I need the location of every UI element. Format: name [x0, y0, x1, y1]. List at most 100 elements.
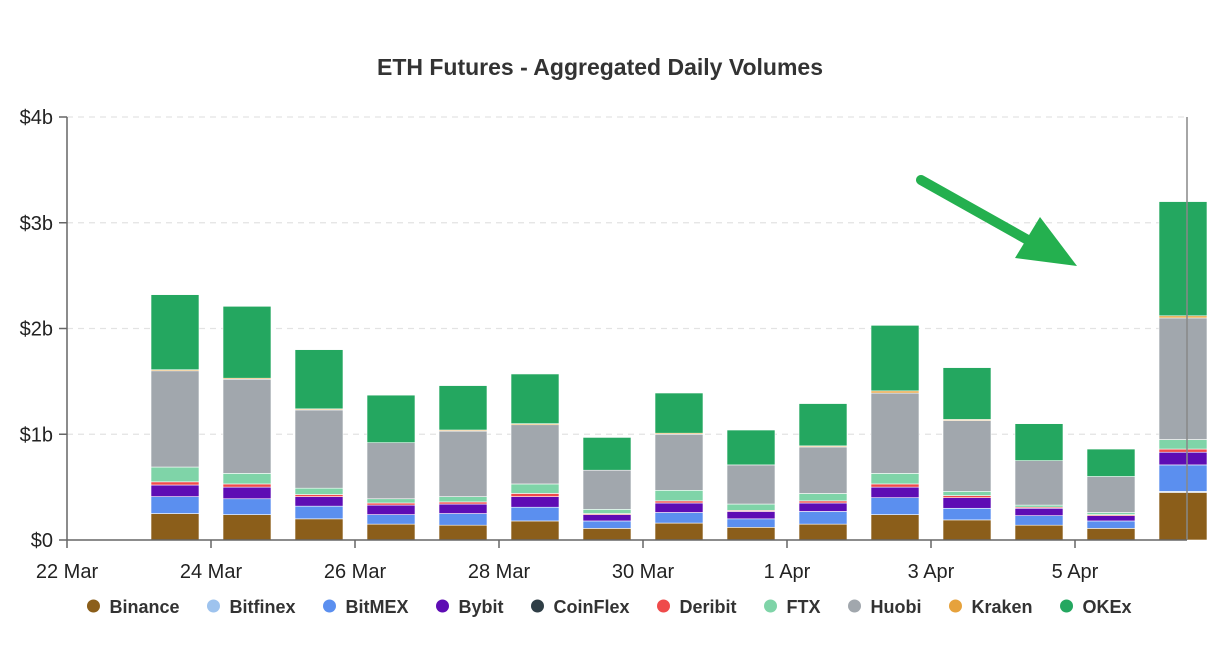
- bar-segment-bybit[interactable]: [222, 486, 272, 500]
- bar-segment-bybit[interactable]: [654, 502, 704, 513]
- bar-segment-ftx[interactable]: [438, 496, 488, 503]
- legend-item-coinflex[interactable]: CoinFlex: [530, 597, 630, 617]
- legend-item-okex[interactable]: OKEx: [1060, 597, 1132, 617]
- bar-segment-bitmex[interactable]: [582, 520, 632, 529]
- bar-segment-bybit[interactable]: [150, 484, 200, 497]
- bar-segment-huobi[interactable]: [582, 469, 632, 510]
- bar-segment-binance[interactable]: [798, 523, 848, 541]
- bar-segment-deribit[interactable]: [798, 500, 848, 504]
- bar-segment-huobi[interactable]: [222, 378, 272, 474]
- bar-segment-bybit[interactable]: [582, 514, 632, 522]
- bar-segment-bitmex[interactable]: [222, 498, 272, 515]
- bar-segment-bitmex[interactable]: [798, 511, 848, 525]
- bar-segment-binance[interactable]: [294, 518, 344, 541]
- bar-segment-deribit[interactable]: [1158, 448, 1208, 453]
- bar-segment-huobi[interactable]: [1158, 317, 1208, 440]
- bar-segment-kraken[interactable]: [1158, 315, 1208, 319]
- bar-segment-huobi[interactable]: [798, 446, 848, 494]
- bar-segment-bitmex[interactable]: [1158, 464, 1208, 492]
- bar-segment-ftx[interactable]: [366, 498, 416, 504]
- bar-segment-deribit[interactable]: [150, 481, 200, 486]
- bar-segment-deribit[interactable]: [294, 494, 344, 497]
- bar-segment-huobi[interactable]: [510, 424, 560, 485]
- bar-segment-okex[interactable]: [510, 373, 560, 424]
- bar-segment-binance[interactable]: [942, 519, 992, 541]
- bar-segment-binance[interactable]: [870, 514, 920, 541]
- bar-segment-ftx[interactable]: [654, 489, 704, 502]
- bar-segment-deribit[interactable]: [942, 495, 992, 498]
- bar-segment-binance[interactable]: [582, 528, 632, 541]
- bar-segment-ftx[interactable]: [222, 473, 272, 485]
- bar-segment-okex[interactable]: [582, 437, 632, 471]
- legend-item-kraken[interactable]: Kraken: [948, 597, 1033, 617]
- bar-segment-bybit[interactable]: [798, 502, 848, 512]
- bar-segment-binance[interactable]: [1158, 492, 1208, 541]
- bar-segment-huobi[interactable]: [366, 442, 416, 500]
- bar-segment-ftx[interactable]: [582, 509, 632, 514]
- legend-item-bitmex[interactable]: BitMEX: [322, 597, 409, 617]
- bar-segment-deribit[interactable]: [654, 500, 704, 504]
- legend-item-binance[interactable]: Binance: [86, 597, 180, 617]
- bar-segment-bitmex[interactable]: [438, 513, 488, 526]
- bar-segment-okex[interactable]: [366, 394, 416, 444]
- bar-segment-deribit[interactable]: [438, 501, 488, 505]
- bar-segment-binance[interactable]: [222, 514, 272, 541]
- bar-segment-bitmex[interactable]: [150, 496, 200, 514]
- bar-segment-ftx[interactable]: [1086, 512, 1136, 515]
- bar-segment-huobi[interactable]: [870, 392, 920, 474]
- bar-segment-bybit[interactable]: [438, 503, 488, 514]
- bar-segment-ftx[interactable]: [1014, 504, 1064, 508]
- legend-item-huobi[interactable]: Huobi: [848, 597, 922, 617]
- bar-segment-bitmex[interactable]: [942, 507, 992, 521]
- bar-segment-deribit[interactable]: [510, 493, 560, 497]
- bar-segment-bitmex[interactable]: [294, 505, 344, 520]
- bar-segment-binance[interactable]: [654, 522, 704, 541]
- bar-segment-ftx[interactable]: [726, 503, 776, 511]
- bar-segment-okex[interactable]: [438, 385, 488, 431]
- bar-segment-bybit[interactable]: [510, 496, 560, 508]
- bar-segment-ftx[interactable]: [1158, 439, 1208, 450]
- bar-segment-binance[interactable]: [366, 523, 416, 541]
- legend[interactable]: Binance Bitfinex BitMEX Bybit CoinFlex Deribi…: [86, 597, 1132, 617]
- bar-segment-okex[interactable]: [150, 294, 200, 371]
- bar-segment-deribit[interactable]: [222, 483, 272, 488]
- bar-segment-bitmex[interactable]: [1086, 520, 1136, 529]
- bar-segment-bitmex[interactable]: [654, 512, 704, 524]
- bar-segment-bybit[interactable]: [726, 511, 776, 520]
- bar-segment-okex[interactable]: [870, 325, 920, 392]
- bar-segment-okex[interactable]: [798, 403, 848, 447]
- bar-segment-bitmex[interactable]: [870, 497, 920, 515]
- bar-segment-deribit[interactable]: [870, 483, 920, 488]
- bar-segment-ftx[interactable]: [942, 491, 992, 496]
- bar-segment-huobi[interactable]: [438, 430, 488, 497]
- bar-segment-binance[interactable]: [726, 527, 776, 541]
- bar-segment-huobi[interactable]: [726, 464, 776, 505]
- bar-segment-bybit[interactable]: [294, 496, 344, 507]
- bar-segment-bitmex[interactable]: [366, 514, 416, 525]
- bar-segment-okex[interactable]: [654, 392, 704, 434]
- bar-segment-bybit[interactable]: [942, 497, 992, 509]
- bar-segment-bybit[interactable]: [1158, 451, 1208, 466]
- bar-segment-binance[interactable]: [438, 524, 488, 541]
- bar-segment-huobi[interactable]: [1086, 476, 1136, 513]
- bar-segment-ftx[interactable]: [294, 487, 344, 495]
- legend-item-deribit[interactable]: Deribit: [657, 597, 737, 617]
- bar-segment-okex[interactable]: [726, 429, 776, 466]
- bar-segment-okex[interactable]: [294, 349, 344, 410]
- legend-item-bitfinex[interactable]: Bitfinex: [206, 597, 296, 617]
- bar-segment-deribit[interactable]: [366, 502, 416, 506]
- bar-segment-kraken[interactable]: [870, 390, 920, 394]
- legend-item-bybit[interactable]: Bybit: [435, 597, 504, 617]
- bar-segment-okex[interactable]: [1086, 448, 1136, 477]
- bar-segment-bitmex[interactable]: [1014, 515, 1064, 526]
- bar-segment-bitmex[interactable]: [510, 506, 560, 522]
- bar-segment-bybit[interactable]: [870, 486, 920, 498]
- bar-segment-huobi[interactable]: [1014, 460, 1064, 506]
- bar-segment-binance[interactable]: [1086, 528, 1136, 541]
- bar-segment-binance[interactable]: [510, 520, 560, 541]
- bar-segment-okex[interactable]: [1014, 423, 1064, 461]
- bar-segment-bybit[interactable]: [1014, 507, 1064, 516]
- bar-segment-binance[interactable]: [1014, 524, 1064, 541]
- bar-segment-okex[interactable]: [942, 367, 992, 420]
- bar-segment-ftx[interactable]: [798, 493, 848, 502]
